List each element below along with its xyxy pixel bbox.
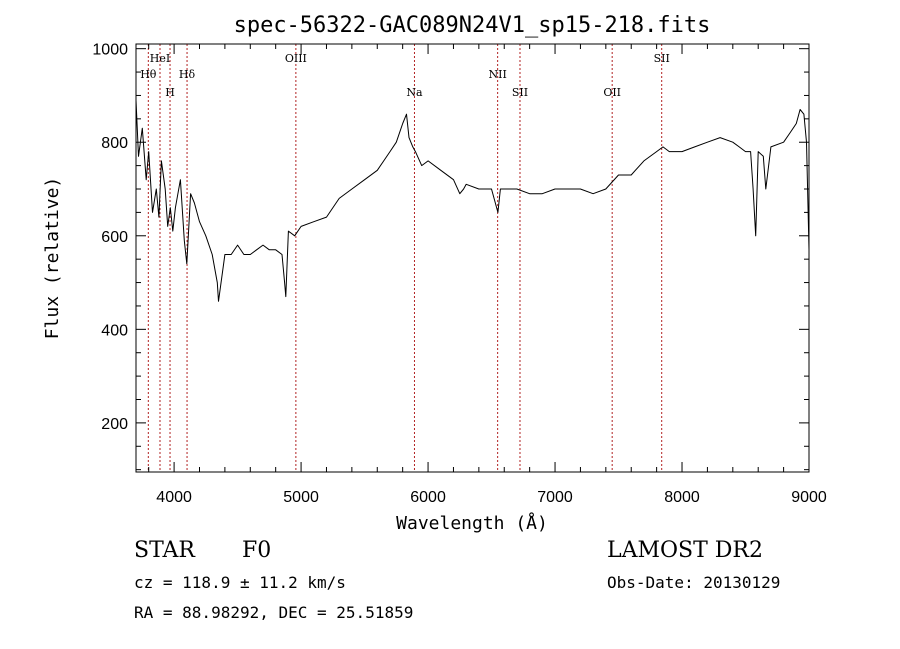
redshift-label: cz = 118.9 ± 11.2 km/s [134, 573, 346, 592]
plot-frame [135, 43, 810, 473]
y-axis-ticks: 200 400 600 800 1000 [92, 42, 809, 471]
y-tick-label: 600 [101, 229, 128, 246]
x-axis-ticks: 4000 5000 6000 7000 8000 9000 [148, 44, 827, 506]
line-marker-label: Hθ [140, 68, 157, 81]
x-axis-label: Wavelength (Å) [396, 512, 548, 534]
line-marker-label: Na [406, 86, 423, 99]
y-tick-label: 400 [101, 322, 128, 339]
chart-title: spec-56322-GAC089N24V1_sp15-218.fits [234, 13, 711, 38]
survey-label: LAMOST DR2 [607, 538, 763, 563]
line-marker-label: Hδ [179, 68, 196, 81]
obs-date-label: Obs-Date: 20130129 [607, 573, 781, 592]
line-marker-label: OIII [285, 52, 307, 65]
spectrum-line [135, 100, 810, 302]
spectral-line-markers: Hθ HeI H Hδ OIII Na NII SII OII SII [140, 44, 670, 472]
x-tick-label: 5000 [283, 489, 319, 506]
line-marker-label: SII [654, 52, 670, 65]
coordinates-label: RA = 88.98292, DEC = 25.51859 [134, 603, 414, 622]
x-tick-label: 7000 [537, 489, 573, 506]
x-tick-label: 8000 [664, 489, 700, 506]
y-axis-label: Flux (relative) [42, 177, 63, 340]
line-marker-label: SII [512, 86, 528, 99]
line-marker-label: HeI [150, 52, 170, 65]
x-tick-label: 9000 [791, 489, 827, 506]
x-tick-label: 6000 [410, 489, 446, 506]
line-marker-label: OII [603, 86, 621, 99]
y-tick-label: 200 [101, 416, 128, 433]
x-tick-label: 4000 [156, 489, 192, 506]
subclass-label: F0 [242, 538, 272, 563]
line-marker-label: H [165, 86, 175, 99]
y-tick-label: 800 [101, 135, 128, 152]
class-label: STAR [134, 538, 195, 563]
line-marker-label: NII [488, 68, 506, 81]
y-tick-label: 1000 [92, 42, 128, 59]
